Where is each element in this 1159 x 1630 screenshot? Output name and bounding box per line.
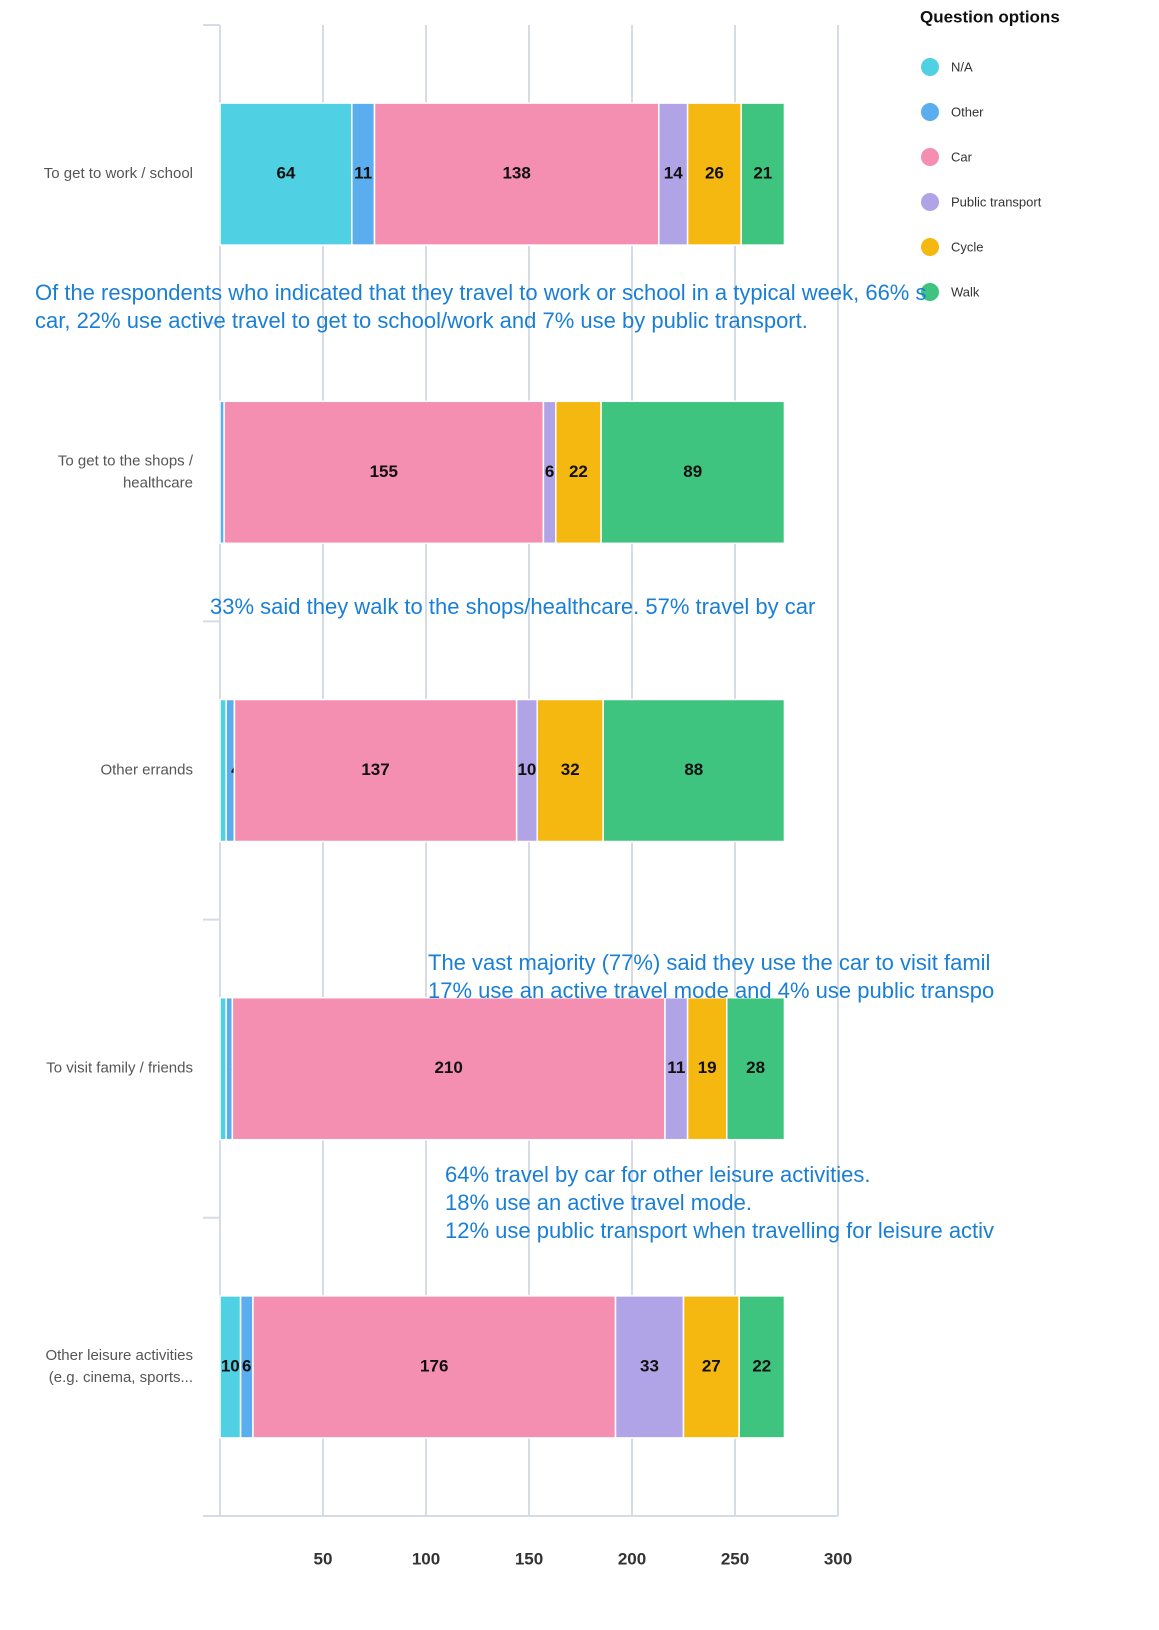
- x-tick-label: 50: [314, 1549, 333, 1568]
- legend-swatch: [921, 283, 939, 301]
- bar-segment: [738, 1295, 786, 1439]
- value-label: 26: [705, 164, 724, 183]
- category-label: To get to work / school: [44, 165, 193, 182]
- value-label: 10: [517, 760, 536, 779]
- category-label: healthcare: [123, 474, 193, 491]
- value-label: 22: [752, 1356, 771, 1375]
- bar-segment: [614, 1295, 685, 1439]
- legend-swatch: [921, 148, 939, 166]
- x-tick-label: 250: [721, 1549, 749, 1568]
- bar-segment: [231, 996, 666, 1141]
- bar-segment: [373, 102, 660, 246]
- bar-segment: [600, 400, 786, 545]
- bar-segment: [252, 1295, 617, 1439]
- annotation: The vast majority (77%) said they use th…: [428, 950, 990, 975]
- annotation: 17% use an active travel mode and 4% use…: [428, 978, 994, 1003]
- bar-segment: [233, 698, 518, 843]
- bar-segment: [658, 102, 689, 246]
- category-label: (e.g. cinema, sports...: [49, 1369, 193, 1386]
- bar-segment: [555, 400, 602, 545]
- legend-label: Car: [951, 149, 973, 164]
- x-tick-label: 100: [412, 1549, 440, 1568]
- x-tick-label: 300: [824, 1549, 852, 1568]
- value-label: 11: [354, 164, 372, 183]
- legend-swatch: [921, 238, 939, 256]
- legend-label: N/A: [951, 59, 973, 74]
- value-label: 14: [664, 164, 683, 183]
- bar-segment: [740, 102, 786, 246]
- bar-segment: [223, 400, 545, 545]
- legend-swatch: [921, 103, 939, 121]
- value-label: 64: [276, 164, 295, 183]
- legend-label: Walk: [951, 284, 980, 299]
- category-label: Other leisure activities: [45, 1347, 193, 1364]
- legend-label: Public transport: [951, 194, 1042, 209]
- value-label: 210: [434, 1058, 462, 1077]
- bar-segment: [602, 698, 786, 843]
- value-label: 33: [640, 1356, 659, 1375]
- value-label: 27: [702, 1356, 721, 1375]
- value-label: 32: [561, 760, 580, 779]
- value-label: 11: [667, 1058, 685, 1077]
- value-label: 22: [569, 462, 588, 481]
- annotation: 33% said they walk to the shops/healthca…: [210, 594, 815, 619]
- bar-segment: [726, 996, 786, 1141]
- x-tick-label: 200: [618, 1549, 646, 1568]
- bar-segment: [536, 698, 604, 843]
- value-label: 88: [684, 760, 703, 779]
- category-label: To visit family / friends: [46, 1060, 193, 1077]
- legend-swatch: [921, 58, 939, 76]
- legend-swatch: [921, 193, 939, 211]
- value-label: 6: [545, 462, 554, 481]
- annotation: 18% use an active travel mode.: [445, 1190, 752, 1215]
- bar-segment: [686, 996, 728, 1141]
- category-label: Other errands: [100, 761, 193, 778]
- annotation: car, 22% use active travel to get to sch…: [35, 308, 808, 333]
- annotation: Of the respondents who indicated that th…: [35, 280, 926, 305]
- value-label: 10: [221, 1356, 240, 1375]
- value-label: 137: [361, 760, 389, 779]
- legend-label: Cycle: [951, 239, 984, 254]
- x-tick-label: 150: [515, 1549, 543, 1568]
- value-label: 155: [370, 462, 398, 481]
- value-label: 176: [420, 1356, 448, 1375]
- annotation: 64% travel by car for other leisure acti…: [445, 1162, 871, 1187]
- bar-segment: [682, 1295, 740, 1439]
- annotation: 12% use public transport when travelling…: [445, 1218, 994, 1243]
- value-label: 19: [698, 1058, 717, 1077]
- value-label: 6: [242, 1356, 251, 1375]
- value-label: 28: [746, 1058, 765, 1077]
- value-label: 21: [753, 164, 772, 183]
- legend-title: Question options: [920, 7, 1060, 26]
- value-label: 89: [683, 462, 702, 481]
- legend-label: Other: [951, 104, 984, 119]
- value-label: 138: [502, 164, 530, 183]
- category-label: To get to the shops /: [58, 452, 194, 469]
